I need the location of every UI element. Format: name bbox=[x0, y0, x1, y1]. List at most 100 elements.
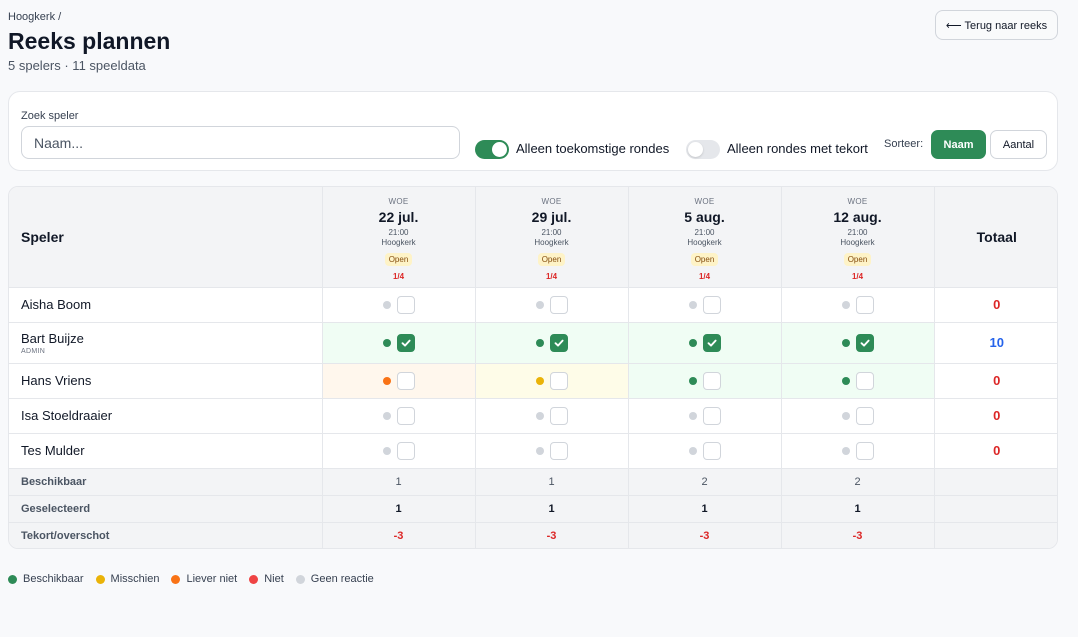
summary-label: Beschikbaar bbox=[9, 467, 323, 496]
sort-by-name-button[interactable]: Naam bbox=[931, 130, 986, 159]
round-status-wrap: Open bbox=[323, 247, 475, 267]
round-weekday: WOE bbox=[847, 196, 868, 206]
breadcrumb[interactable]: Hoogkerk / bbox=[8, 11, 62, 23]
select-checkbox[interactable] bbox=[396, 441, 415, 460]
select-checkbox[interactable] bbox=[396, 295, 415, 314]
status-dot-no-response bbox=[535, 411, 544, 420]
availability-cell-inner bbox=[382, 295, 415, 314]
sort-by-count-button[interactable]: Aantal bbox=[990, 130, 1047, 159]
select-checkbox[interactable] bbox=[702, 333, 721, 352]
player-name[interactable]: Isa Stoeldraaier bbox=[21, 408, 113, 423]
summary-row-avail: Beschikbaar 1 1 2 2 bbox=[9, 467, 1057, 496]
round-column-header[interactable]: WOE 12 aug. 21:00 Hoogkerk Open 1/4 bbox=[780, 187, 935, 288]
availability-cell bbox=[780, 397, 935, 434]
select-checkbox[interactable] bbox=[855, 441, 874, 460]
status-legend: Beschikbaar Misschien Liever niet Niet Geen … bbox=[8, 573, 374, 585]
round-weekday: WOE bbox=[541, 196, 562, 206]
select-checkbox[interactable] bbox=[855, 295, 874, 314]
select-checkbox[interactable] bbox=[855, 406, 874, 425]
legend-item-available: Beschikbaar bbox=[8, 573, 84, 585]
toggle-shortage-rounds-label: Alleen rondes met tekort bbox=[727, 141, 868, 156]
availability-cell-inner bbox=[535, 371, 568, 390]
select-checkbox[interactable] bbox=[396, 406, 415, 425]
availability-cell-inner bbox=[688, 371, 721, 390]
round-column-header[interactable]: WOE 22 jul. 21:00 Hoogkerk Open 1/4 bbox=[321, 187, 476, 288]
player-name[interactable]: Bart Buijze bbox=[21, 330, 84, 346]
summary-value: -3 bbox=[321, 521, 476, 548]
status-dot-no-response bbox=[382, 411, 391, 420]
player-name[interactable]: Hans Vriens bbox=[21, 373, 92, 388]
select-checkbox[interactable] bbox=[855, 371, 874, 390]
availability-cell bbox=[627, 397, 782, 434]
availability-cell bbox=[474, 286, 629, 323]
player-name-cell: Hans Vriens bbox=[9, 362, 323, 399]
select-checkbox[interactable] bbox=[702, 295, 721, 314]
status-dot-no-response bbox=[841, 300, 850, 309]
availability-cell-inner bbox=[535, 295, 568, 314]
round-date: 22 jul. bbox=[378, 208, 419, 225]
round-column-header[interactable]: WOE 29 jul. 21:00 Hoogkerk Open 1/4 bbox=[474, 187, 629, 288]
legend-item-rather-not: Liever niet bbox=[171, 573, 237, 585]
status-dot-no-response bbox=[688, 446, 697, 455]
summary-row-sel: Geselecteerd 1 1 1 1 bbox=[9, 494, 1057, 523]
round-status-wrap: Open bbox=[629, 247, 781, 267]
availability-cell bbox=[627, 362, 782, 399]
player-name[interactable]: Tes Mulder bbox=[21, 443, 85, 458]
search-input[interactable] bbox=[21, 126, 460, 159]
round-location: Hoogkerk bbox=[381, 237, 416, 247]
player-column-header[interactable]: Speler bbox=[9, 187, 323, 288]
select-checkbox[interactable] bbox=[702, 371, 721, 390]
availability-cell bbox=[780, 432, 935, 469]
status-dot-available bbox=[841, 376, 850, 385]
availability-cell bbox=[627, 286, 782, 323]
legend-dot-available bbox=[8, 574, 17, 584]
legend-dot-no-response bbox=[295, 574, 305, 584]
round-time: 21:00 bbox=[847, 227, 868, 237]
availability-cell-inner bbox=[841, 441, 874, 460]
summary-value: 1 bbox=[780, 494, 935, 523]
select-checkbox[interactable] bbox=[549, 295, 568, 314]
availability-cell-inner bbox=[841, 295, 874, 314]
select-checkbox[interactable] bbox=[549, 441, 568, 460]
toggle-knob bbox=[492, 142, 507, 157]
player-name-cell: Aisha Boom bbox=[9, 286, 323, 323]
availability-cell-inner bbox=[382, 333, 415, 352]
availability-cell-inner bbox=[841, 371, 874, 390]
round-time: 21:00 bbox=[694, 227, 715, 237]
round-status-badge: Open bbox=[384, 252, 413, 266]
legend-item-no-response: Geen reactie bbox=[295, 573, 374, 585]
select-checkbox[interactable] bbox=[549, 406, 568, 425]
legend-dot-maybe bbox=[95, 574, 105, 584]
player-row: Tes Mulder 0 bbox=[9, 432, 1057, 469]
availability-cell bbox=[321, 362, 476, 399]
toggle-future-rounds[interactable] bbox=[475, 140, 509, 159]
select-checkbox[interactable] bbox=[702, 441, 721, 460]
availability-cell bbox=[321, 286, 476, 323]
select-checkbox[interactable] bbox=[702, 406, 721, 425]
availability-cell-inner bbox=[535, 406, 568, 425]
round-filled-count: 1/4 bbox=[392, 271, 405, 281]
player-name[interactable]: Aisha Boom bbox=[21, 297, 92, 312]
round-date: 29 jul. bbox=[531, 208, 572, 225]
round-date: 12 aug. bbox=[833, 208, 882, 225]
toggle-shortage-rounds[interactable] bbox=[686, 140, 720, 159]
back-to-series-button[interactable]: ⟵ Terug naar reeks bbox=[935, 10, 1058, 40]
status-dot-no-response bbox=[535, 300, 544, 309]
back-button-label: ⟵ Terug naar reeks bbox=[945, 19, 1048, 32]
status-dot-available bbox=[688, 338, 697, 347]
total-column-header[interactable]: Totaal bbox=[933, 187, 1057, 288]
select-checkbox[interactable] bbox=[396, 371, 415, 390]
select-checkbox[interactable] bbox=[549, 333, 568, 352]
round-weekday: WOE bbox=[388, 196, 409, 206]
select-checkbox[interactable] bbox=[549, 371, 568, 390]
select-checkbox[interactable] bbox=[855, 333, 874, 352]
availability-cell bbox=[627, 321, 782, 364]
search-label: Zoek speler bbox=[21, 110, 79, 122]
status-dot-no-response bbox=[382, 446, 391, 455]
select-checkbox[interactable] bbox=[396, 333, 415, 352]
summary-value: 1 bbox=[474, 467, 629, 496]
availability-cell bbox=[321, 397, 476, 434]
round-column-header[interactable]: WOE 5 aug. 21:00 Hoogkerk Open 1/4 bbox=[627, 187, 782, 288]
round-filled-count: 1/4 bbox=[698, 271, 711, 281]
legend-dot-rather-not bbox=[171, 574, 181, 584]
